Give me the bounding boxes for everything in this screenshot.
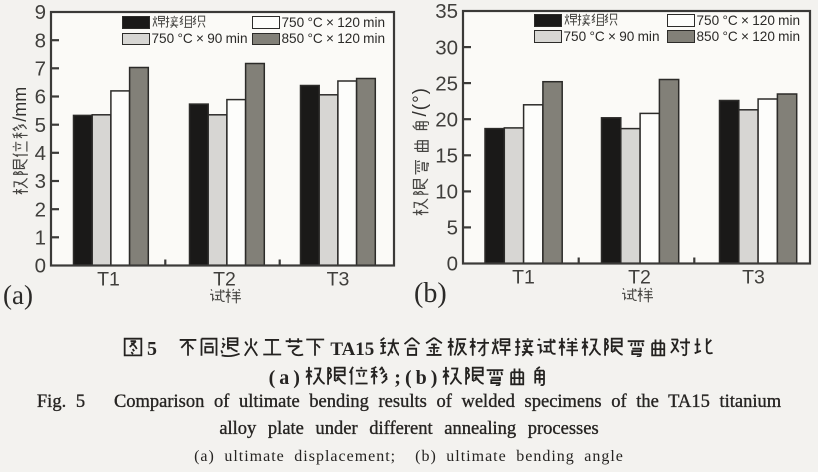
svg-text:25: 25: [435, 72, 458, 95]
svg-text:5: 5: [35, 114, 46, 137]
svg-text:20: 20: [435, 108, 458, 131]
svg-text:5: 5: [447, 217, 458, 240]
svg-text:9: 9: [35, 1, 46, 24]
svg-text:T3: T3: [742, 267, 765, 289]
svg-text:T1: T1: [512, 267, 535, 289]
svg-text:T1: T1: [97, 269, 120, 291]
svg-text:3: 3: [35, 170, 46, 193]
svg-text:2: 2: [35, 198, 46, 221]
svg-text:10: 10: [435, 181, 458, 204]
svg-text:7: 7: [35, 58, 46, 81]
svg-text:6: 6: [35, 86, 46, 109]
svg-text:8: 8: [35, 29, 46, 52]
svg-text:0: 0: [35, 255, 46, 278]
svg-text:T2: T2: [628, 267, 651, 289]
svg-text:30: 30: [435, 36, 458, 59]
svg-text:4: 4: [35, 142, 46, 165]
svg-text:T3: T3: [327, 269, 350, 291]
svg-text:15: 15: [435, 145, 458, 168]
svg-text:35: 35: [435, 0, 458, 23]
svg-text:0: 0: [447, 253, 458, 276]
svg-text:T2: T2: [213, 269, 236, 291]
svg-text:1: 1: [35, 227, 46, 250]
